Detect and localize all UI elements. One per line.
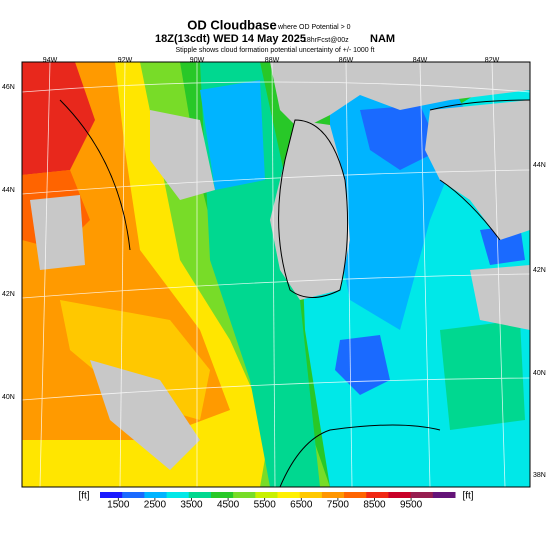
colorbar-swatch bbox=[100, 492, 123, 498]
colorbar-tick-label: 2500 bbox=[144, 500, 167, 511]
lat-label: 38N bbox=[533, 472, 546, 479]
lon-label: 82W bbox=[485, 57, 500, 64]
colorbar-swatch bbox=[366, 492, 389, 498]
colorbar-swatch bbox=[210, 492, 234, 498]
colorbar-unit: [ft] bbox=[78, 491, 89, 502]
lon-label: 88W bbox=[265, 57, 280, 64]
valid-time: 18Z(13cdt) WED 14 May 2025 bbox=[155, 33, 306, 45]
colorbar-tick-label: 6500 bbox=[290, 500, 313, 511]
colorbar-swatch bbox=[122, 492, 145, 498]
colorbar-tick-label: 9500 bbox=[400, 500, 423, 511]
title-note: where OD Potential > 0 bbox=[277, 24, 351, 31]
title: OD Cloudbase bbox=[187, 17, 277, 32]
lat-label: 40N bbox=[533, 370, 546, 377]
colorbar-swatch bbox=[432, 492, 456, 498]
lat-label: 40N bbox=[2, 394, 15, 401]
colorbar-swatch bbox=[410, 492, 434, 498]
lon-label: 90W bbox=[190, 57, 205, 64]
colorbar-tick-label: 5500 bbox=[254, 500, 277, 511]
map-frame bbox=[21, 61, 531, 488]
map-field bbox=[22, 62, 530, 487]
colorbar-swatch bbox=[188, 492, 212, 498]
colorbar-swatch bbox=[233, 492, 256, 498]
lat-label: 42N bbox=[533, 267, 546, 274]
lon-label: 84W bbox=[413, 57, 428, 64]
forecast: 18hrFcst@00z bbox=[303, 37, 349, 44]
lat-label: 44N bbox=[533, 162, 546, 169]
colorbar-swatch bbox=[321, 492, 345, 498]
colorbar-swatch bbox=[166, 492, 190, 498]
colorbar-swatch bbox=[299, 492, 323, 498]
colorbar-swatch bbox=[255, 492, 278, 498]
lat-label: 44N bbox=[2, 187, 15, 194]
colorbar-tick-label: 7500 bbox=[327, 500, 350, 511]
lon-label: 92W bbox=[118, 57, 133, 64]
lon-label: 86W bbox=[339, 57, 354, 64]
colorbar-unit: [ft] bbox=[462, 491, 473, 502]
colorbar-tick-label: 8500 bbox=[363, 500, 386, 511]
colorbar-tick-label: 1500 bbox=[107, 500, 130, 511]
colorbar-tick-label: 3500 bbox=[180, 500, 203, 511]
colorbar-swatch bbox=[388, 492, 412, 498]
lon-label: 94W bbox=[43, 57, 58, 64]
colorbar-tick-label: 4500 bbox=[217, 500, 240, 511]
lat-label: 46N bbox=[2, 84, 15, 91]
model: NAM bbox=[370, 33, 395, 45]
subtitle: Stipple shows cloud formation potential … bbox=[175, 47, 374, 54]
lat-label: 42N bbox=[2, 291, 15, 298]
colorbar-swatch bbox=[277, 492, 301, 498]
colorbar-swatch bbox=[344, 492, 367, 498]
colorbar-swatch bbox=[144, 492, 168, 498]
